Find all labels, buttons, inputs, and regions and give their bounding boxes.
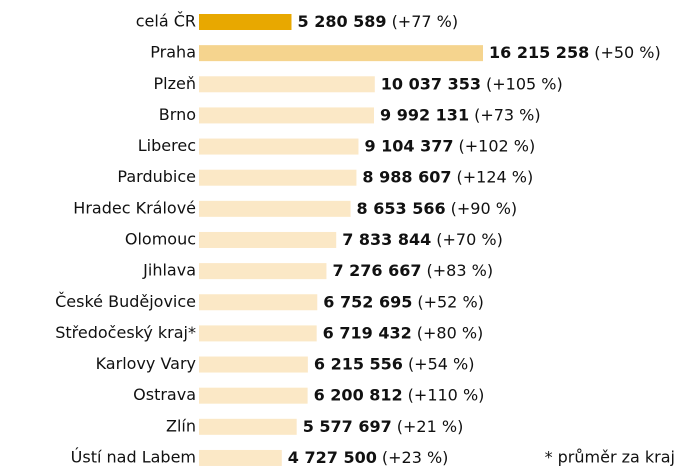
value: 8 653 566: [357, 198, 446, 217]
bar: [199, 14, 292, 30]
value-label: 16 215 258 (+50 %): [489, 43, 661, 62]
annotation: * průměr za kraj: [545, 448, 675, 467]
change: (+90 %): [451, 198, 518, 217]
category-label: Karlovy Vary: [96, 354, 196, 373]
value-label: 8 653 566 (+90 %): [357, 198, 518, 217]
category-label: České Budějovice: [55, 292, 196, 311]
bar: [199, 200, 351, 217]
bar: [199, 263, 327, 280]
value-label: 5 577 697 (+21 %): [303, 416, 464, 435]
value: 4 727 500: [288, 447, 377, 466]
change: (+21 %): [397, 416, 464, 435]
bar: [199, 294, 318, 311]
value: 5 577 697: [303, 416, 392, 435]
change: (+110 %): [408, 385, 485, 404]
value: 6 200 812: [314, 385, 403, 404]
value: 10 037 353: [381, 74, 481, 93]
value-label: 6 200 812 (+110 %): [314, 385, 485, 404]
value-label: 9 104 377 (+102 %): [364, 136, 535, 155]
bar: [199, 169, 357, 186]
category-label: Olomouc: [125, 229, 196, 248]
change: (+83 %): [427, 261, 494, 280]
change: (+102 %): [459, 136, 536, 155]
category-label: Středočeský kraj*: [55, 323, 196, 342]
value-label: 7 276 667 (+83 %): [332, 261, 493, 280]
value: 6 752 695: [323, 292, 412, 311]
change: (+54 %): [408, 354, 475, 373]
value: 9 104 377: [364, 136, 453, 155]
change: (+70 %): [436, 229, 503, 248]
category-label: Brno: [159, 105, 196, 124]
value-label: 6 719 432 (+80 %): [323, 323, 484, 342]
category-label: Ostrava: [133, 385, 196, 404]
category-label: Plzeň: [154, 74, 196, 93]
bar: [199, 449, 282, 466]
bar: [199, 76, 375, 93]
bar: [199, 325, 317, 342]
bar: [199, 231, 337, 248]
change: (+50 %): [594, 43, 661, 62]
value-label: 5 280 589 (+77 %): [297, 12, 458, 31]
category-label: Zlín: [166, 416, 196, 435]
bar: [199, 138, 359, 155]
category-label: Liberec: [138, 136, 196, 155]
value: 9 992 131: [380, 105, 469, 124]
category-label: Pardubice: [117, 167, 196, 186]
bar: [199, 107, 375, 124]
value-label: 10 037 353 (+105 %): [381, 74, 563, 93]
value-label: 6 215 556 (+54 %): [314, 354, 475, 373]
change: (+52 %): [417, 292, 484, 311]
change: (+23 %): [382, 447, 449, 466]
value: 8 988 607: [362, 167, 451, 186]
value: 6 215 556: [314, 354, 403, 373]
category-label: Ústí nad Labem: [71, 447, 196, 466]
value-label: 9 992 131 (+73 %): [380, 105, 541, 124]
category-label: Praha: [150, 43, 196, 62]
change: (+77 %): [392, 12, 459, 31]
value: 7 276 667: [332, 261, 421, 280]
value: 7 833 844: [342, 229, 431, 248]
change: (+80 %): [417, 323, 484, 342]
value: 5 280 589: [297, 12, 386, 31]
value: 6 719 432: [323, 323, 412, 342]
bar: [199, 356, 308, 373]
category-label: celá ČR: [136, 12, 196, 31]
value-label: 4 727 500 (+23 %): [288, 447, 449, 466]
category-label: Jihlava: [142, 261, 196, 280]
value-label: 7 833 844 (+70 %): [342, 229, 503, 248]
value-label: 6 752 695 (+52 %): [323, 292, 484, 311]
value: 16 215 258: [489, 43, 589, 62]
bar: [199, 418, 297, 435]
change: (+73 %): [474, 105, 541, 124]
category-label: Hradec Králové: [73, 198, 196, 217]
change: (+105 %): [486, 74, 563, 93]
value-label: 8 988 607 (+124 %): [362, 167, 533, 186]
bar: [199, 387, 308, 404]
bar: [199, 45, 483, 62]
change: (+124 %): [457, 167, 534, 186]
